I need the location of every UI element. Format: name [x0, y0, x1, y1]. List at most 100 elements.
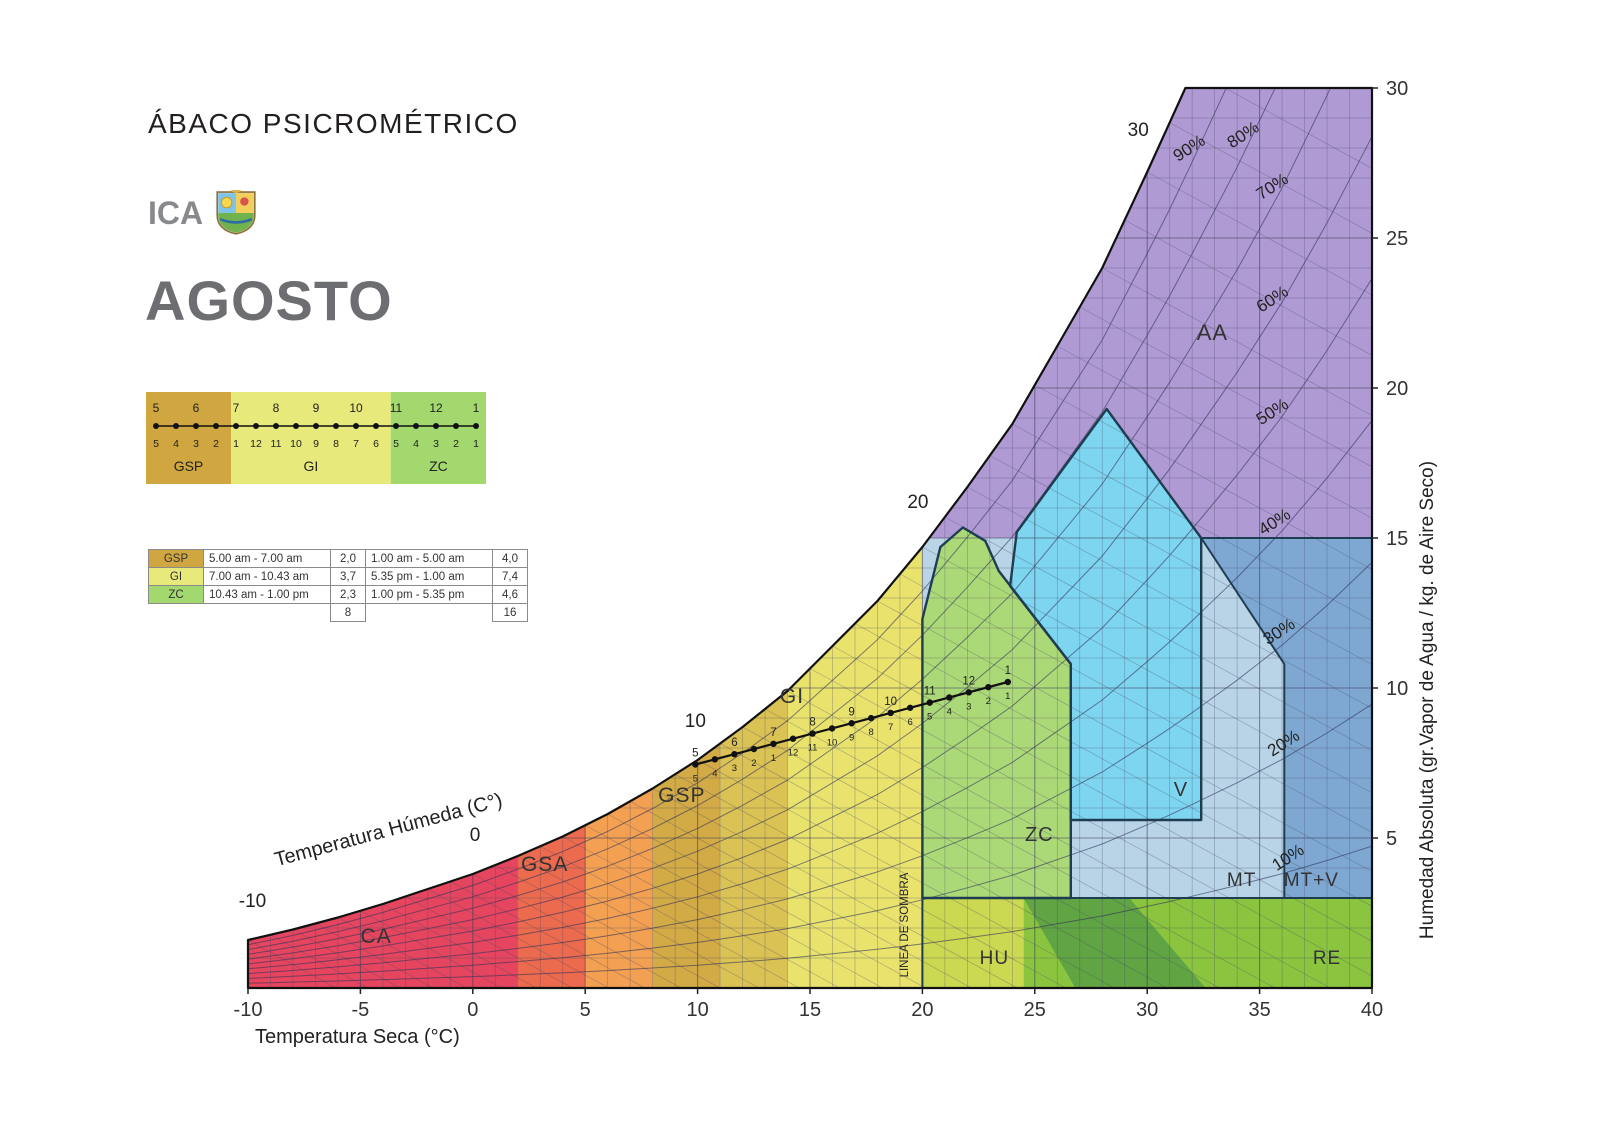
- schedule-table: GSP 5.00 am - 7.00 am 2,0 1.00 am - 5.00 am…: [148, 549, 528, 622]
- zone-label-MT+V: MT+V: [1284, 870, 1339, 891]
- trace-point: [1004, 678, 1012, 686]
- schedule-cell: [366, 604, 493, 622]
- legend-number: 8: [333, 438, 339, 450]
- legend-number: 5: [393, 438, 399, 450]
- trace-point: [789, 735, 797, 742]
- trace-point: [965, 689, 972, 696]
- trace-point: [828, 725, 836, 732]
- legend-trace-dot: [353, 423, 359, 429]
- schedule-cell: 10.43 am - 1.00 pm: [203, 585, 331, 604]
- schedule-cell: ZC: [148, 585, 204, 604]
- y-axis-title: Humedad Absoluta (gr.Vapor de Agua / kg.…: [1417, 461, 1438, 939]
- trace-hour-bottom: 7: [888, 722, 893, 733]
- x-axis-title: Temperatura Seca (°C): [255, 1026, 460, 1048]
- trace-hour-top: 6: [731, 737, 737, 749]
- schedule-cell: 3,7: [330, 567, 366, 586]
- legend-trace-dot: [193, 423, 199, 429]
- schedule-row-GI: GI 7.00 am - 10.43 am 3,7 5.35 pm - 1.00 am…: [148, 567, 528, 586]
- legend-number: 4: [413, 438, 419, 450]
- zone-label-GSP: GSP: [658, 784, 705, 807]
- trace-hour-bottom: 3: [966, 701, 971, 712]
- zone-label-V: V: [1174, 779, 1188, 801]
- trace-hour-bottom: 6: [908, 717, 913, 728]
- zone-HU-RE-shade: [1023, 898, 1206, 988]
- legend-number: 7: [353, 438, 359, 450]
- legend-number: 12: [429, 401, 443, 415]
- trace-hour-bottom: 5: [927, 712, 932, 723]
- legend-trace-dot: [473, 423, 479, 429]
- zone-label-AA: AA: [1197, 320, 1228, 345]
- schedule-cell: 7,4: [492, 567, 528, 586]
- station-name: ICA: [148, 194, 204, 231]
- legend-segment-GSP: [146, 392, 231, 484]
- legend-number: 3: [433, 438, 439, 450]
- rh-curve-40: [248, 420, 1372, 970]
- zone-ZC: [922, 527, 1071, 898]
- y-tick-label: 20: [1386, 378, 1408, 400]
- schedule-cell: 4,0: [492, 549, 528, 568]
- shadow-line-label: LINEA DE SOMBRA: [899, 872, 911, 977]
- legend-segment-label: GI: [304, 458, 319, 474]
- trace-point: [848, 720, 855, 727]
- trace-point: [985, 683, 992, 691]
- schedule-cell: 8: [330, 603, 366, 622]
- trace-point: [770, 740, 777, 748]
- legend-number: 11: [271, 438, 282, 450]
- legend-number: 1: [473, 438, 479, 450]
- band-GSP-low: [652, 88, 721, 988]
- legend-number: 8: [273, 401, 280, 415]
- trace-hour-top: 1: [1005, 665, 1011, 677]
- trace-point: [711, 756, 719, 763]
- legend-number: 2: [213, 438, 219, 450]
- page-title: ÁBACO PSICROMÉTRICO: [148, 108, 519, 139]
- schedule-cell: GI: [148, 567, 204, 586]
- legend-trace-dot: [253, 423, 259, 429]
- legend-trace-dot: [453, 423, 459, 429]
- schedule-row-ZC: ZC 10.43 am - 1.00 pm 2,3 1.00 pm - 5.35 pm…: [148, 585, 528, 604]
- rh-curve-30: [248, 561, 1372, 975]
- legend-number: 4: [173, 438, 179, 450]
- trace-hour-bottom: 2: [986, 696, 991, 707]
- legend-segment-label: GSP: [174, 458, 204, 474]
- trace-point: [692, 761, 699, 768]
- schedule-cell: 16: [492, 603, 528, 622]
- schedule-cell: 2,0: [330, 549, 366, 568]
- legend-number: 1: [473, 401, 480, 415]
- schedule-cell: 4,6: [492, 585, 528, 604]
- trace-hour-bottom: 5: [693, 774, 698, 785]
- trace-hour-bottom: 1: [1005, 691, 1010, 702]
- legend-number: 9: [313, 401, 320, 415]
- legend-number: 12: [250, 438, 262, 450]
- legend-number: 11: [390, 401, 403, 415]
- rh-curve-90: [248, 88, 1372, 946]
- legend-segment-GI: [231, 392, 391, 484]
- y-tick-label: 10: [1386, 678, 1408, 700]
- x-tick-label: 10: [686, 999, 708, 1021]
- schedule-cell: [204, 604, 331, 622]
- wetbulb-tick-label: -10: [239, 891, 266, 912]
- legend-number: 6: [373, 438, 379, 450]
- trace-hour-bottom: 4: [712, 768, 717, 779]
- legend-trace-dot: [393, 423, 399, 429]
- trace-point: [750, 745, 758, 753]
- x-tick-label: 0: [467, 999, 478, 1021]
- legend-number: 5: [153, 438, 159, 450]
- trace-hour-top: 11: [924, 686, 936, 698]
- legend-trace-dot: [153, 423, 159, 429]
- legend-number: 5: [153, 401, 160, 415]
- x-tick-label: 20: [911, 999, 933, 1021]
- x-tick-label: 5: [580, 999, 591, 1021]
- schedule-totals-row: 8 16: [149, 603, 528, 622]
- trace-point: [731, 750, 738, 758]
- trace-point: [809, 730, 816, 737]
- trace-hour-bottom: 11: [808, 743, 818, 754]
- zone-label-GSA: GSA: [521, 853, 568, 876]
- legend-number: 2: [453, 438, 459, 450]
- trace-hour-top: 12: [962, 675, 975, 687]
- y-tick-label: 25: [1386, 228, 1408, 250]
- trace-hour-bottom: 10: [827, 737, 838, 748]
- zone-label-CA: CA: [361, 925, 392, 948]
